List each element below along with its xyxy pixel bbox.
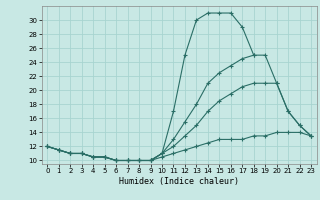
X-axis label: Humidex (Indice chaleur): Humidex (Indice chaleur): [119, 177, 239, 186]
